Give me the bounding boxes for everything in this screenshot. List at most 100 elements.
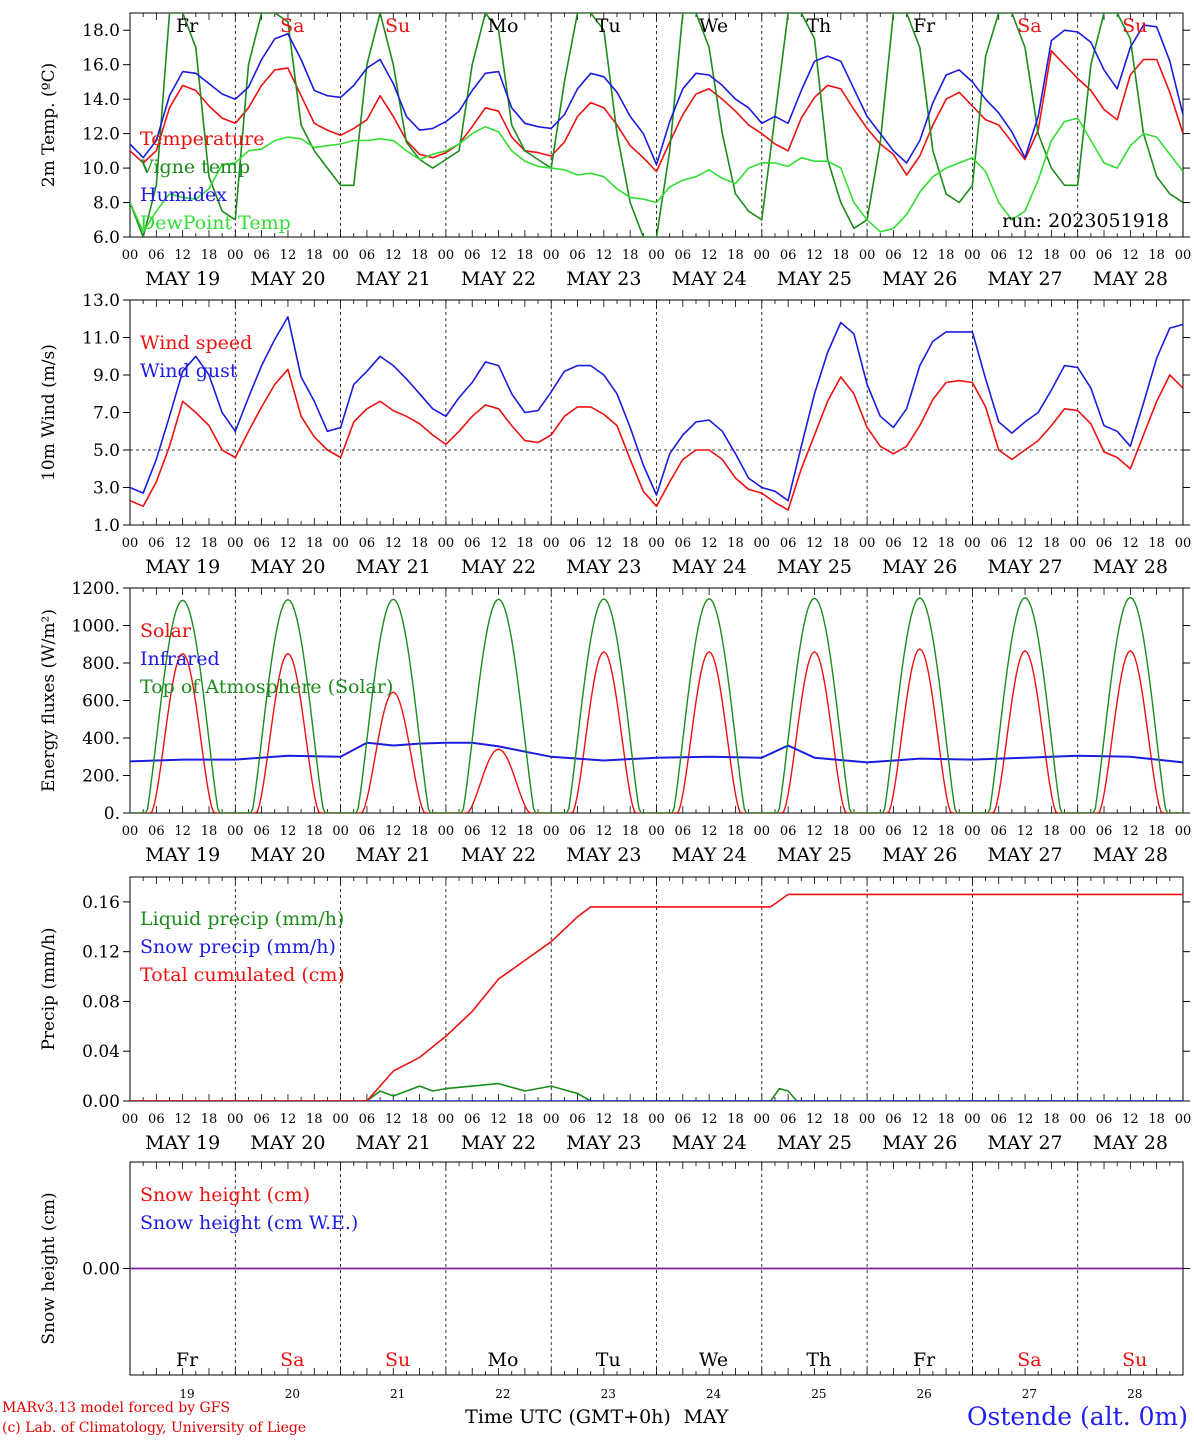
- hour-tick-label: 06: [885, 1112, 902, 1127]
- panel-frame: [129, 587, 1184, 814]
- hour-tick-label: 12: [174, 248, 191, 263]
- date-label: MAY 27: [987, 844, 1062, 866]
- hour-tick-label: 00: [438, 248, 455, 263]
- hour-tick-label: 06: [464, 248, 481, 263]
- y-tick-label: 3.0: [93, 479, 120, 499]
- hour-tick-label: 00: [1175, 248, 1192, 263]
- hour-tick-label: 18: [622, 824, 639, 839]
- hour-tick-label: 12: [911, 536, 928, 551]
- hour-tick-label: 12: [911, 824, 928, 839]
- hour-tick-label: 18: [517, 248, 534, 263]
- y-tick-label: 5.0: [93, 441, 120, 461]
- hour-tick-label: 18: [1148, 824, 1165, 839]
- date-label: MAY 19: [145, 268, 220, 290]
- legend-entry: Wind speed: [140, 332, 252, 354]
- hour-tick-label: 12: [1122, 1112, 1139, 1127]
- hour-tick-label: 06: [885, 824, 902, 839]
- hour-tick-label: 00: [648, 1112, 665, 1127]
- hour-tick-label: 18: [727, 248, 744, 263]
- hour-tick-label: 12: [701, 1112, 718, 1127]
- y-tick-label: 6.0: [93, 228, 120, 248]
- hour-tick-label: 06: [780, 536, 797, 551]
- date-label: MAY 24: [672, 268, 747, 290]
- hour-tick-label: 00: [754, 248, 771, 263]
- hour-tick-label: 12: [280, 248, 297, 263]
- hour-tick-label: 00: [1069, 824, 1086, 839]
- hour-tick-label: 12: [490, 536, 507, 551]
- hour-tick-label: 00: [543, 536, 560, 551]
- y-tick-label: 14.0: [82, 90, 120, 110]
- hour-tick-label: 12: [701, 824, 718, 839]
- hour-tick-label: 18: [306, 248, 323, 263]
- hour-tick-label: 18: [833, 1112, 850, 1127]
- y-tick-label: 400.: [82, 729, 120, 749]
- series-wind-speed: [130, 368, 1183, 511]
- hour-tick-label: 06: [675, 248, 692, 263]
- hour-tick-label: 06: [569, 824, 586, 839]
- hour-tick-label: 00: [227, 1112, 244, 1127]
- y-axis-label: Precip (mm/h): [39, 927, 59, 1050]
- date-label: MAY 27: [987, 1132, 1062, 1154]
- day-number-label: 25: [811, 1387, 826, 1401]
- day-name-label: Fr: [913, 15, 936, 37]
- series-vigne-temp: [130, 13, 1183, 237]
- hour-tick-label: 12: [280, 824, 297, 839]
- y-tick-label: 8.0: [93, 194, 120, 214]
- panel-frame: [129, 299, 1184, 526]
- day-number-label: 26: [916, 1387, 931, 1401]
- legend-entry: Top of Atmosphere (Solar): [140, 676, 393, 698]
- lab-credit: (c) Lab. of Climatology, University of L…: [2, 1420, 307, 1436]
- hour-tick-label: 18: [727, 1112, 744, 1127]
- day-number-label: 23: [601, 1387, 616, 1401]
- hour-tick-label: 18: [517, 536, 534, 551]
- hour-tick-label: 18: [938, 824, 955, 839]
- y-tick-label: 16.0: [82, 56, 120, 76]
- hour-tick-label: 00: [438, 824, 455, 839]
- plot-area: [130, 893, 1183, 1101]
- hour-tick-label: 00: [1175, 824, 1192, 839]
- date-label: MAY 28: [1093, 268, 1168, 290]
- day-name-label: Su: [1122, 15, 1147, 37]
- day-number-label: 21: [390, 1387, 405, 1401]
- y-tick-label: 0.08: [82, 992, 120, 1012]
- legend-entry: Solar: [140, 620, 192, 642]
- hour-tick-label: 06: [253, 824, 270, 839]
- hour-tick-label: 12: [596, 248, 613, 263]
- station-name: Ostende (alt. 0m): [967, 1402, 1188, 1431]
- day-name-label: Tu: [596, 15, 621, 37]
- day-name-label: Fr: [176, 15, 199, 37]
- series-humidex: [130, 24, 1183, 166]
- hour-tick-label: 00: [332, 824, 349, 839]
- series-infrared: [130, 741, 1183, 764]
- hour-tick-label: 12: [1017, 824, 1034, 839]
- hour-tick-label: 06: [990, 248, 1007, 263]
- hour-tick-label: 06: [464, 1112, 481, 1127]
- date-label: MAY 25: [777, 844, 852, 866]
- hour-tick-label: 06: [359, 536, 376, 551]
- series-wind-gust: [130, 316, 1183, 502]
- date-label: MAY 21: [356, 556, 431, 578]
- hour-tick-label: 18: [411, 824, 428, 839]
- y-tick-label: 18.0: [82, 21, 120, 41]
- hour-tick-label: 06: [780, 248, 797, 263]
- hour-tick-label: 12: [911, 248, 928, 263]
- date-label: MAY 23: [566, 1132, 641, 1154]
- y-tick-label: 10.0: [82, 159, 120, 179]
- hour-tick-label: 06: [990, 1112, 1007, 1127]
- hour-tick-label: 00: [964, 536, 981, 551]
- y-tick-label: 0.16: [82, 893, 120, 913]
- hour-tick-label: 00: [227, 248, 244, 263]
- date-label: MAY 26: [882, 556, 957, 578]
- hour-tick-label: 18: [833, 536, 850, 551]
- hour-tick-label: 06: [569, 536, 586, 551]
- hour-tick-label: 18: [1043, 536, 1060, 551]
- hour-tick-label: 00: [648, 536, 665, 551]
- hour-tick-label: 06: [1096, 1112, 1113, 1127]
- date-label: MAY 20: [250, 844, 325, 866]
- hour-tick-label: 06: [569, 248, 586, 263]
- date-label: MAY 20: [250, 1132, 325, 1154]
- hour-tick-label: 00: [227, 536, 244, 551]
- hour-tick-label: 12: [1017, 536, 1034, 551]
- hour-tick-label: 06: [1096, 536, 1113, 551]
- date-label: MAY 28: [1093, 556, 1168, 578]
